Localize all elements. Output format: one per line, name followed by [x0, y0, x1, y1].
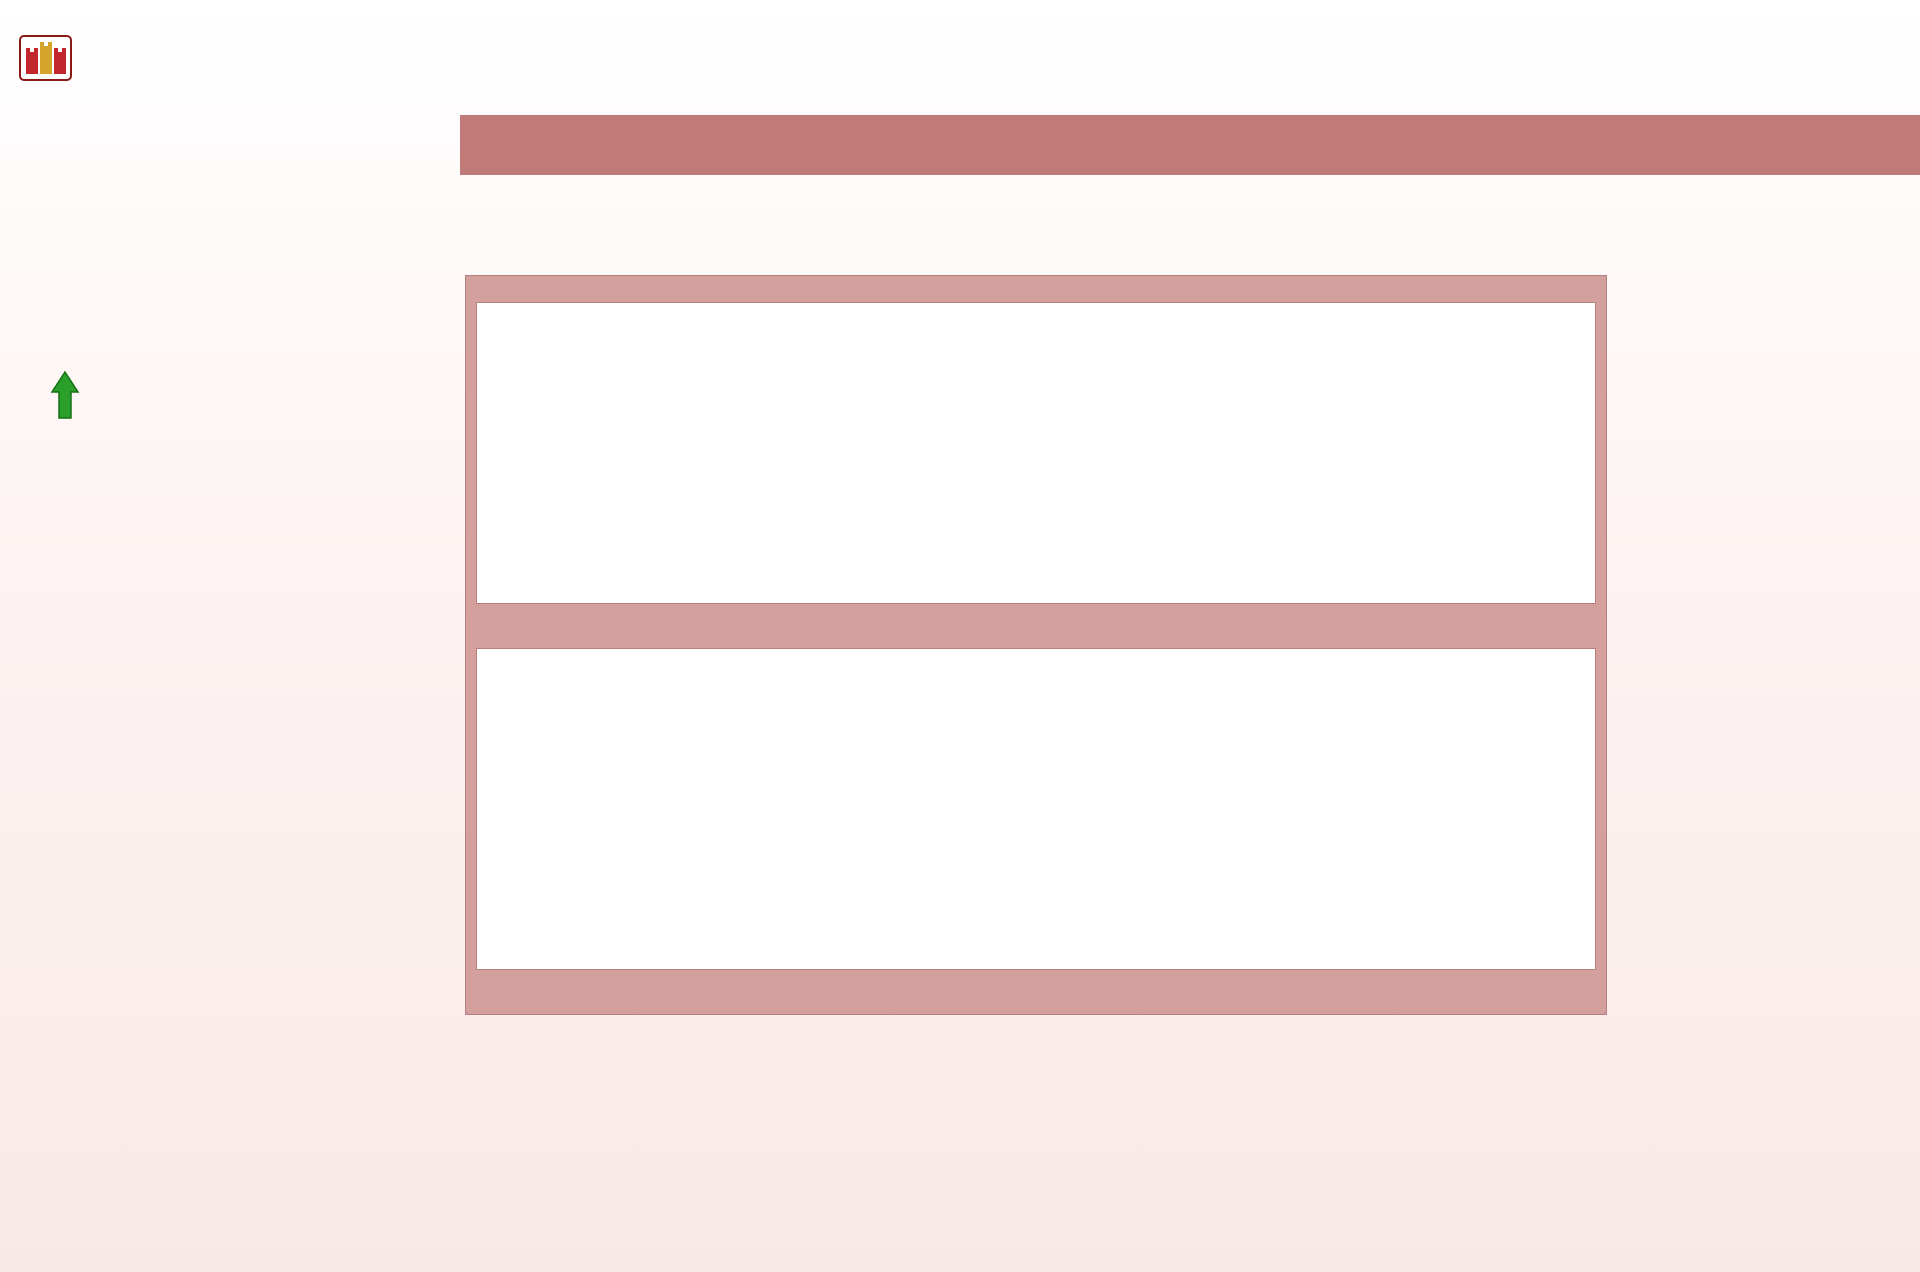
chart-title-1 — [476, 276, 1596, 286]
title-banner — [460, 115, 1920, 175]
org-logo-block — [18, 30, 83, 85]
chart-b-xaxis — [476, 974, 1596, 1004]
arrow-up-icon — [50, 370, 80, 420]
kpi-block — [50, 370, 94, 420]
chart-panel — [465, 275, 1607, 1015]
chart-a-svg — [477, 303, 1575, 603]
chart-b-plot — [476, 648, 1596, 970]
chart-b-svg — [477, 649, 1575, 969]
chart-a-xaxis — [476, 608, 1596, 638]
chart-a-caption — [476, 292, 1596, 302]
chart-b-caption — [476, 638, 1596, 648]
chart-a-plot — [476, 302, 1596, 604]
castle-shield-icon — [18, 30, 73, 85]
